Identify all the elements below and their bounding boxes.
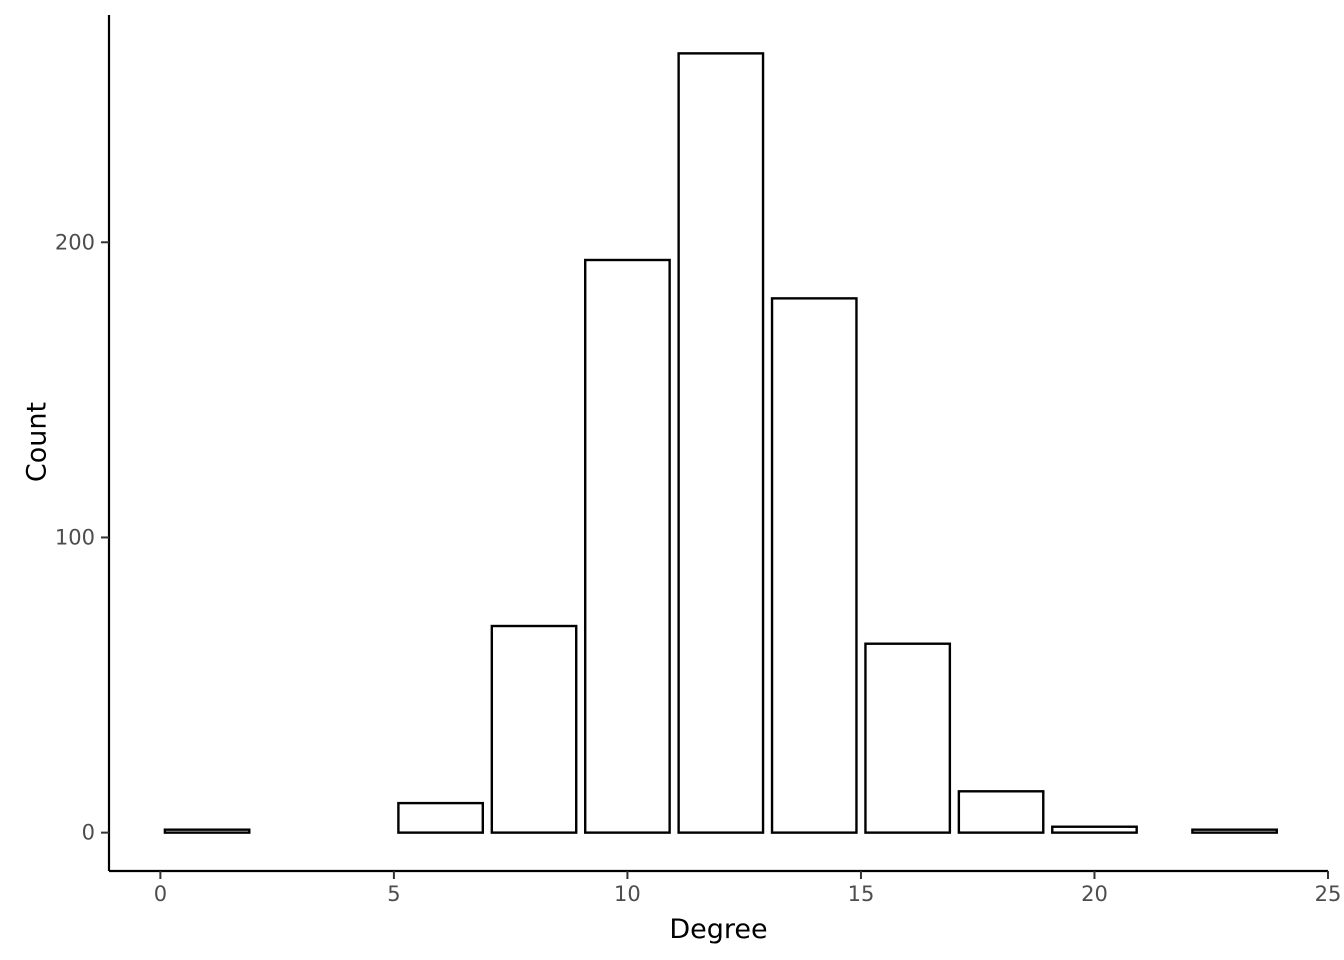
bar-3	[584, 258, 671, 834]
bar-4	[677, 52, 765, 834]
bar-2	[490, 624, 578, 834]
x-tick-label-2: 10	[614, 882, 641, 906]
x-axis-ticks: 0 5 10 15 20 25	[154, 871, 1342, 906]
y-tick-label-0: 0	[82, 821, 95, 845]
bar-7	[957, 790, 1045, 834]
bar-8	[1051, 825, 1138, 834]
y-axis-title: Count	[21, 402, 52, 482]
y-tick-label-2: 200	[55, 230, 95, 254]
x-tick-label-3: 15	[848, 882, 875, 906]
y-tick-label-1: 100	[55, 525, 95, 549]
bar-5	[770, 297, 858, 834]
x-tick-label-4: 20	[1081, 882, 1108, 906]
x-axis-title: Degree	[669, 914, 767, 945]
x-tick-label-1: 5	[387, 882, 400, 906]
x-tick-label-0: 0	[154, 882, 167, 906]
x-tick-label-5: 25	[1315, 882, 1342, 906]
bar-1	[397, 801, 485, 834]
y-axis-ticks: 0 100 200	[55, 230, 109, 845]
bar-6	[864, 642, 952, 834]
bars	[163, 52, 1278, 834]
bar-0	[163, 828, 251, 834]
plot-area: 0 5 10 15 20 25 0 100 200	[55, 15, 1341, 906]
bar-9	[1191, 828, 1278, 834]
